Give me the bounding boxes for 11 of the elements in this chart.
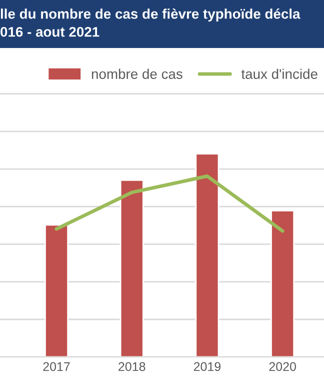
bar (195, 153, 220, 357)
bar (270, 210, 295, 357)
legend-label: taux d'incide (241, 68, 318, 79)
x-tick-label: 2018 (118, 362, 146, 372)
x-tick-label: 2017 (43, 362, 70, 372)
legend-label: nombre de cas (92, 68, 182, 79)
bar (120, 180, 144, 357)
x-tick-label: 2020 (269, 362, 296, 372)
x-tick-label: 2019 (194, 362, 221, 372)
bar (44, 224, 69, 357)
chart-title: lle du nombre de cas de fièvre typhoïde décla 016 - aout 2021 (0, 8, 300, 37)
